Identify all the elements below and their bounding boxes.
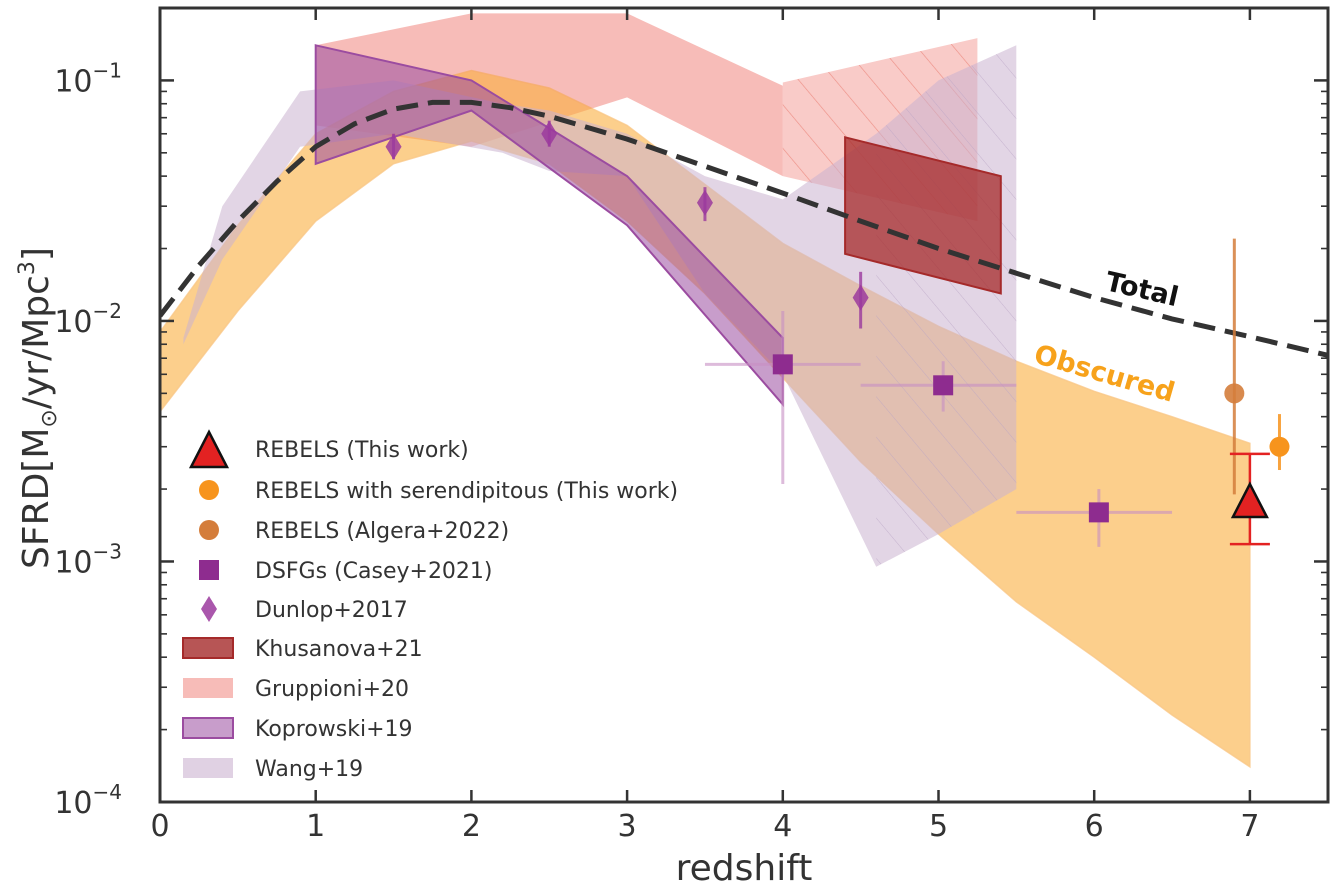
x-tick-label-2: 2	[462, 809, 481, 844]
plot-frame	[158, 6, 1330, 804]
legend-entry-5-label: Dunlop+2017	[255, 598, 408, 623]
x-tick-label-6: 6	[1085, 809, 1104, 844]
casey-point-3	[1088, 502, 1109, 523]
x-tick-label-1: 1	[306, 809, 325, 844]
ylabel-part-3: ]	[16, 247, 57, 261]
y-tick-label-0: 10−1	[54, 58, 122, 99]
rebels-point-1	[1230, 481, 1269, 519]
casey-point-1	[772, 354, 793, 375]
total-curve	[160, 99, 1328, 358]
legend: REBELS (This work) REBELS with serendipit…	[182, 429, 678, 782]
legend-entry-3-label: REBELS (Algera+2022)	[255, 519, 509, 544]
x-axis-label: redshift	[676, 848, 813, 886]
legend-entry-9-marker	[183, 758, 233, 778]
legend-entry-2-label: REBELS with serendipitous (This work)	[255, 479, 678, 504]
y-axis-label: SFRD[M⊙/yr/Mpc3]	[15, 247, 62, 569]
total-annotation: Total	[1102, 266, 1181, 313]
legend-entry-4-label: DSFGs (Casey+2021)	[255, 559, 493, 584]
legend-entry-5-marker	[201, 596, 217, 622]
x-tick-label-7: 7	[1240, 809, 1259, 844]
dunlop-point-3	[696, 189, 713, 216]
legend-entry-8-marker	[182, 717, 234, 739]
ylabel-exponent: 3	[15, 261, 40, 275]
legend-entry-9-label: Wang+19	[255, 757, 363, 782]
x-tick-label-3: 3	[618, 809, 637, 844]
legend-entry-1-label: REBELS (This work)	[255, 438, 469, 463]
dunlop-point-2	[541, 120, 558, 147]
svg-text:SFRD[M⊙/yr/Mpc3]: SFRD[M⊙/yr/Mpc3]	[15, 247, 62, 569]
x-tick-label-5: 5	[929, 809, 948, 844]
legend-entry-6-label: Khusanova+21	[255, 637, 423, 662]
ylabel-sun-symbol: ⊙	[37, 409, 62, 427]
legend-entry-7-marker	[183, 678, 233, 698]
legend-entry-1-marker	[188, 429, 230, 469]
obscured-band	[160, 69, 1251, 769]
y-tick-label-2: 10−3	[54, 539, 122, 580]
legend-entry-8-label: Koprowski+19	[255, 717, 413, 742]
y-tick-label-3: 10−4	[54, 780, 122, 821]
y-tick-label-1: 10−2	[54, 299, 122, 340]
x-tick-label-4: 4	[773, 809, 792, 844]
ylabel-part-1: SFRD[M	[16, 428, 57, 569]
legend-entry-4-marker	[199, 560, 219, 580]
wang-hatch	[876, 45, 1017, 567]
legend-entry-3-marker	[199, 520, 219, 540]
dunlop-point-1	[385, 133, 402, 160]
legend-entry-7-label: Gruppioni+20	[255, 677, 409, 702]
algera-point-1	[1224, 383, 1245, 404]
serendipitous-point-1	[1269, 436, 1290, 457]
x-tick-label-0: 0	[150, 809, 169, 844]
casey-point-2	[933, 375, 954, 396]
legend-entry-2-marker	[199, 480, 219, 500]
legend-entry-6-marker	[182, 637, 234, 659]
ylabel-part-2: /yr/Mpc	[16, 275, 57, 409]
dunlop-point-4	[852, 284, 869, 311]
